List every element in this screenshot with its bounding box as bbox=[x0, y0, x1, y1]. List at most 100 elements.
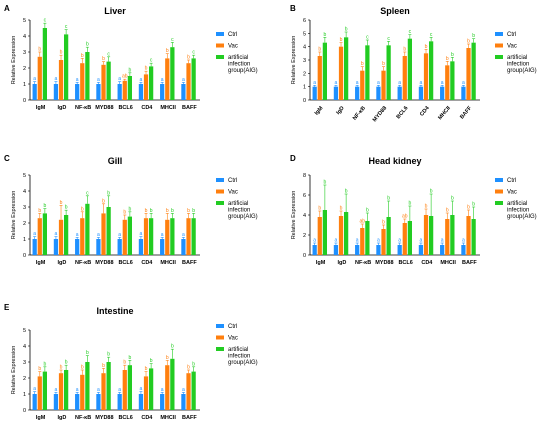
bar-ctrl bbox=[440, 86, 445, 100]
significance-letter: b bbox=[318, 206, 321, 212]
x-tick-label: IgD bbox=[57, 415, 66, 421]
bar-ctrl bbox=[440, 245, 445, 255]
bar-vac bbox=[317, 56, 322, 100]
significance-letter: b bbox=[38, 47, 41, 53]
bar-artificial bbox=[64, 370, 69, 410]
y-axis-label: Relative Expression bbox=[11, 36, 17, 85]
y-tick-label: 1 bbox=[23, 82, 26, 88]
legend-swatch bbox=[495, 32, 503, 36]
significance-letter: b bbox=[128, 206, 131, 212]
bar-ctrl bbox=[32, 394, 37, 410]
y-tick-label: 3 bbox=[23, 205, 26, 211]
legend-swatch bbox=[495, 43, 503, 48]
bar-ctrl bbox=[312, 245, 317, 255]
significance-letter: b bbox=[387, 196, 390, 202]
significance-letter: b bbox=[128, 67, 131, 73]
significance-letter: b bbox=[340, 206, 343, 212]
x-tick-label: IgD bbox=[57, 105, 66, 111]
significance-letter: a bbox=[377, 80, 380, 86]
legend-swatch bbox=[495, 178, 503, 182]
significance-letter: b bbox=[192, 361, 195, 367]
bar-artificial bbox=[149, 368, 154, 410]
x-tick-label: BAFF bbox=[462, 260, 477, 266]
bar-vac bbox=[101, 373, 106, 410]
significance-letter: a bbox=[97, 387, 100, 393]
significance-letter: b bbox=[192, 208, 195, 214]
x-tick-label: IgM bbox=[36, 105, 46, 111]
significance-letter: a bbox=[55, 387, 58, 393]
significance-letter: b bbox=[430, 189, 433, 195]
significance-letter: c bbox=[150, 58, 153, 64]
bar-ctrl bbox=[160, 84, 165, 100]
legend-label: group(AIG) bbox=[507, 214, 537, 220]
legend-label: Ctrl bbox=[228, 324, 237, 330]
panel-letter: B bbox=[290, 4, 296, 13]
bar-vac bbox=[402, 56, 407, 100]
significance-letter: a bbox=[33, 386, 36, 392]
significance-letter: c bbox=[171, 37, 174, 43]
bar-ctrl bbox=[53, 239, 59, 255]
panel-title: Gill bbox=[108, 156, 123, 166]
x-tick-label: CD4 bbox=[421, 260, 433, 266]
bar-artificial bbox=[322, 42, 327, 100]
bar-vac bbox=[37, 218, 42, 255]
legend-label: Ctrl bbox=[228, 32, 237, 38]
significance-letter: a bbox=[97, 77, 100, 83]
significance-letter: a bbox=[182, 77, 185, 83]
y-tick-label: 6 bbox=[303, 193, 306, 199]
significance-letter: c bbox=[387, 36, 390, 42]
x-tick-label: NF-κB bbox=[75, 105, 91, 111]
legend-label: artificial bbox=[228, 55, 248, 61]
x-tick-label: BAFF bbox=[182, 105, 197, 111]
legend-label: infection bbox=[228, 62, 250, 68]
y-axis-label: Relative Expression bbox=[11, 191, 17, 240]
significance-letter: c bbox=[65, 24, 68, 30]
bar-ctrl bbox=[397, 86, 402, 100]
significance-letter: b bbox=[145, 208, 148, 214]
bar-vac bbox=[122, 219, 127, 255]
significance-letter: b bbox=[86, 350, 89, 356]
panel-title: Intestine bbox=[96, 306, 133, 316]
bar-artificial bbox=[42, 371, 47, 410]
bar-artificial bbox=[191, 371, 196, 410]
x-tick-label: IgM bbox=[316, 260, 326, 266]
significance-letter: b bbox=[446, 208, 449, 214]
significance-letter: a bbox=[161, 77, 164, 83]
panel-title: Liver bbox=[104, 6, 126, 16]
significance-letter: b bbox=[366, 208, 369, 214]
significance-letter: b bbox=[323, 32, 326, 38]
y-axis-label: Relative Expression bbox=[291, 36, 297, 85]
legend-swatch bbox=[216, 189, 224, 194]
bar-ctrl bbox=[96, 84, 101, 100]
x-tick-label: CD4 bbox=[419, 105, 431, 118]
significance-letter: b bbox=[60, 365, 63, 371]
significance-letter: b bbox=[128, 355, 131, 361]
bar-vac bbox=[466, 216, 471, 255]
legend-swatch bbox=[216, 201, 224, 205]
legend-swatch bbox=[216, 55, 224, 59]
bar-ctrl bbox=[75, 239, 80, 255]
bar-ctrl bbox=[333, 86, 339, 100]
x-tick-label: MHCII bbox=[437, 105, 452, 121]
significance-letter: a bbox=[118, 387, 121, 393]
significance-letter: b bbox=[166, 355, 169, 361]
x-tick-label: NF-κB bbox=[75, 260, 91, 266]
bar-ctrl bbox=[181, 84, 186, 100]
significance-letter: b bbox=[102, 198, 105, 204]
bar-artificial bbox=[64, 34, 69, 100]
legend-label: Ctrl bbox=[507, 32, 516, 38]
bar-ctrl bbox=[138, 239, 144, 255]
x-tick-label: MYD88 bbox=[372, 105, 388, 123]
significance-letter: c bbox=[86, 190, 89, 196]
bar-artificial bbox=[450, 61, 455, 100]
significance-letter: a bbox=[441, 80, 444, 86]
significance-letter: b bbox=[81, 206, 84, 212]
significance-letter: a bbox=[313, 80, 316, 86]
bar-vac bbox=[58, 373, 64, 410]
bar-ctrl bbox=[461, 245, 466, 255]
bar-vac bbox=[186, 218, 191, 255]
y-tick-label: 3 bbox=[23, 50, 26, 56]
x-tick-label: BAFF bbox=[459, 105, 473, 121]
